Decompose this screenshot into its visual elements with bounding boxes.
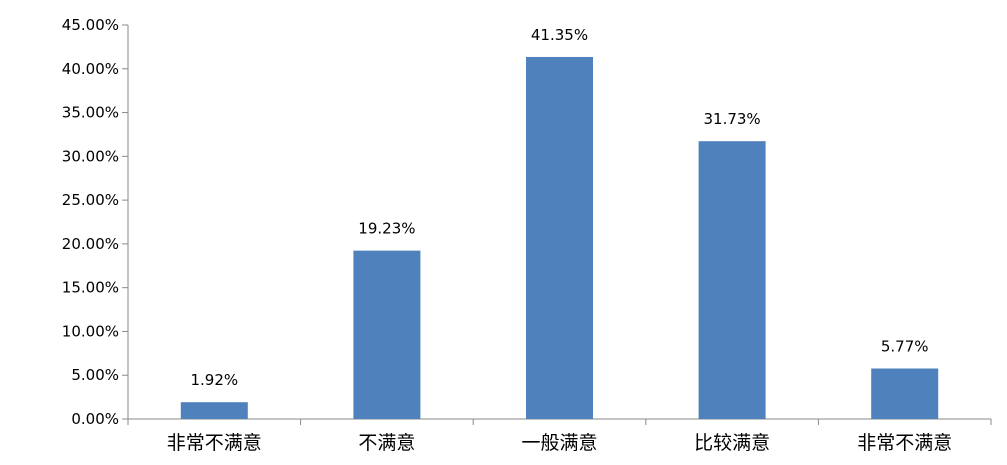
- data-label: 1.92%: [190, 371, 238, 389]
- x-category-label: 比较满意: [694, 432, 770, 454]
- y-tick-label: 40.00%: [62, 60, 119, 78]
- bar: [526, 56, 593, 420]
- bar: [180, 402, 248, 419]
- y-tick-label: 25.00%: [62, 191, 119, 209]
- x-category-label: 一般满意: [521, 432, 597, 454]
- data-label: 19.23%: [358, 220, 415, 238]
- bar: [871, 368, 939, 419]
- data-label: 31.73%: [703, 110, 760, 128]
- bars: [180, 56, 939, 420]
- x-category-label: 非常不满意: [857, 432, 952, 454]
- y-tick-label: 0.00%: [71, 410, 119, 428]
- y-tick-label: 10.00%: [62, 322, 119, 340]
- x-category-label: 不满意: [358, 432, 415, 454]
- y-tick-label: 5.00%: [71, 366, 119, 384]
- y-tick-label: 45.00%: [62, 16, 119, 34]
- x-axis: 非常不满意 不满意 一般满意 比较满意 非常不满意: [127, 418, 992, 454]
- y-tick-label: 20.00%: [62, 235, 119, 253]
- bar: [698, 141, 766, 419]
- data-labels: 1.92% 19.23% 41.35% 31.73% 5.77%: [190, 26, 928, 389]
- data-label: 5.77%: [881, 337, 929, 355]
- x-category-label: 非常不满意: [167, 432, 262, 454]
- data-label: 41.35%: [531, 26, 588, 44]
- y-tick-label: 30.00%: [62, 147, 119, 165]
- bar: [353, 250, 421, 419]
- y-axis: 0.00% 5.00% 10.00% 15.00% 20.00% 25.00% 30.00%…: [62, 16, 129, 428]
- y-tick-label: 35.00%: [62, 104, 119, 122]
- y-tick-label: 15.00%: [62, 279, 119, 297]
